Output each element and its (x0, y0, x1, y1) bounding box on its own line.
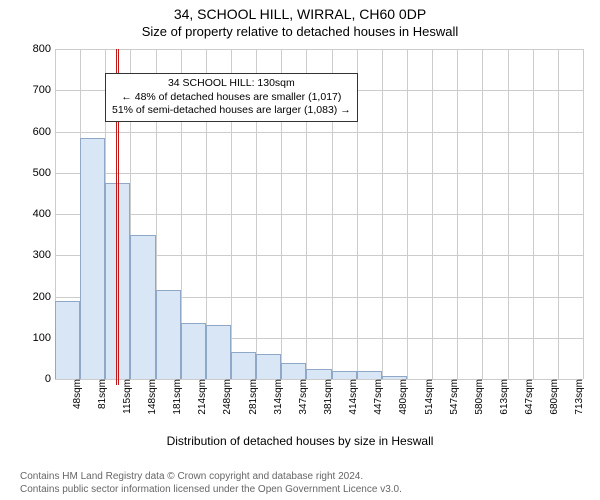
footer-attribution: Contains HM Land Registry data © Crown c… (0, 471, 600, 496)
gridline-h (55, 49, 583, 50)
x-axis-label: Distribution of detached houses by size … (0, 434, 600, 448)
annotation-line: 34 SCHOOL HILL: 130sqm (112, 77, 351, 91)
y-tick-label: 700 (33, 84, 55, 96)
plot-area: 010020030040050060070080048sqm81sqm115sq… (55, 49, 583, 379)
gridline-h (55, 132, 583, 133)
footer-line-2: Contains public sector information licen… (20, 484, 580, 497)
gridline-v (558, 49, 559, 379)
y-tick-label: 600 (33, 126, 55, 138)
page-title: 34, SCHOOL HILL, WIRRAL, CH60 0DP (0, 0, 600, 22)
histogram-bar (306, 369, 331, 379)
annotation-line: ← 48% of detached houses are smaller (1,… (112, 91, 351, 105)
histogram-bar (130, 235, 155, 379)
y-tick-label: 100 (33, 332, 55, 344)
page-subtitle: Size of property relative to detached ho… (0, 22, 600, 43)
histogram-bar (382, 376, 407, 379)
chart-container: Number of detached properties 0100200300… (0, 44, 600, 454)
histogram-bar (231, 352, 256, 379)
histogram-bar (332, 371, 357, 379)
y-tick-label: 0 (45, 373, 55, 385)
gridline-h (55, 214, 583, 215)
y-tick-label: 500 (33, 167, 55, 179)
histogram-bar (206, 325, 231, 379)
gridline-v (482, 49, 483, 379)
histogram-bar (281, 363, 306, 380)
gridline-v (533, 49, 534, 379)
annotation-line: 51% of semi-detached houses are larger (… (112, 104, 351, 118)
histogram-bar (181, 323, 206, 379)
histogram-bar (357, 371, 382, 379)
annotation-box: 34 SCHOOL HILL: 130sqm← 48% of detached … (105, 73, 358, 122)
gridline-v (382, 49, 383, 379)
histogram-bar (256, 354, 281, 379)
gridline-v (457, 49, 458, 379)
histogram-bar (156, 290, 181, 379)
gridline-v (583, 49, 584, 379)
y-tick-label: 300 (33, 249, 55, 261)
gridline-v (508, 49, 509, 379)
y-tick-label: 800 (33, 43, 55, 55)
histogram-bar (80, 138, 105, 379)
gridline-v (432, 49, 433, 379)
gridline-v (407, 49, 408, 379)
y-tick-label: 400 (33, 208, 55, 220)
y-tick-label: 200 (33, 291, 55, 303)
gridline-h (55, 173, 583, 174)
histogram-bar (55, 301, 80, 379)
footer-line-1: Contains HM Land Registry data © Crown c… (20, 471, 580, 484)
